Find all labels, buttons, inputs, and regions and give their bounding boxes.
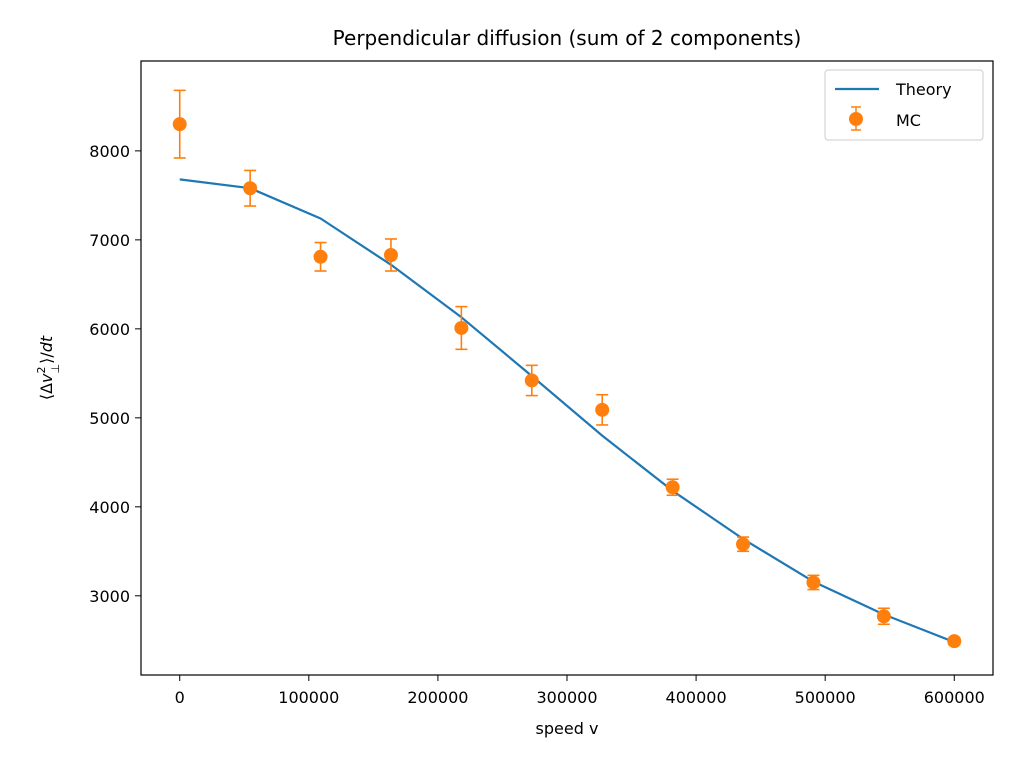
mc-point [947,634,962,649]
mc-point [806,575,821,590]
mc-point [383,247,398,262]
y-tick-label: 6000 [89,320,130,339]
y-axis: 3000 4000 5000 6000 7000 8000 [89,142,141,606]
x-tick-label: 600000 [924,688,985,707]
y-tick-label: 5000 [89,409,130,428]
mc-point [454,320,469,335]
x-axis: 0 100000 200000 300000 400000 500000 600000 [175,675,985,707]
legend-theory-label: Theory [895,80,952,99]
y-tick-label: 8000 [89,142,130,161]
mc-point [243,181,258,196]
mc-point [665,480,680,495]
theory-line [179,178,955,644]
mc-point [736,537,751,552]
plot-area [172,89,962,649]
legend-mc-marker [849,112,863,126]
y-tick-label: 4000 [89,498,130,517]
x-tick-label: 500000 [795,688,856,707]
mc-point [524,373,539,388]
mc-point [876,609,891,624]
x-tick-label: 0 [175,688,185,707]
mc-point [172,117,187,132]
y-tick-label: 3000 [89,587,130,606]
mc-point [313,249,328,264]
chart-title: Perpendicular diffusion (sum of 2 compon… [333,26,802,50]
legend-mc-label: MC [896,111,921,130]
x-tick-label: 400000 [666,688,727,707]
x-axis-label: speed v [536,719,599,738]
legend-box [824,69,984,141]
mc-point [595,402,610,417]
x-tick-label: 200000 [407,688,468,707]
x-tick-label: 300000 [536,688,597,707]
y-tick-label: 7000 [89,231,130,250]
legend: Theory MC [824,69,984,141]
x-tick-label: 100000 [278,688,339,707]
